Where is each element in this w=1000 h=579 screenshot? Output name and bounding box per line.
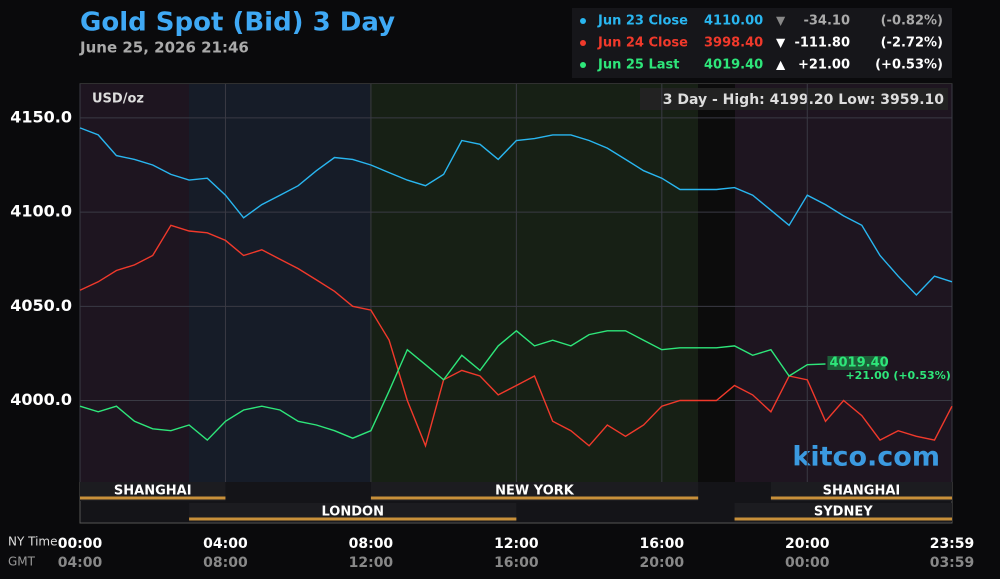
legend-change: -111.80 — [794, 36, 850, 51]
shade-newyork — [370, 84, 698, 482]
shade-london — [189, 84, 370, 482]
y-tick-label: 4150.0 — [10, 107, 72, 126]
range-text: 3 Day - High: 4199.20 Low: 3959.10 — [663, 92, 945, 108]
shade-closed — [698, 84, 735, 482]
last-value-label: 4019.40 — [829, 355, 888, 370]
y-tick-label: 4050.0 — [10, 296, 72, 315]
session-bar — [770, 482, 952, 501]
legend-box — [572, 8, 952, 78]
legend-change-pct: (-2.72%) — [881, 36, 943, 51]
x-tick-label: 12:00 — [494, 536, 539, 552]
unit-label: USD/oz — [92, 92, 144, 107]
series-line — [79, 224, 953, 448]
session-label: LONDON — [321, 505, 383, 520]
legend-last: 3998.40 — [704, 36, 763, 51]
legend-change: -34.10 — [803, 14, 850, 29]
legend-name: Jun 23 Close — [597, 14, 688, 29]
legend-arrow: ▼ — [776, 36, 786, 50]
legend-name: Jun 24 Close — [597, 36, 688, 51]
last-change-label: +21.00 (+0.53%) — [845, 369, 950, 382]
legend-last: 4110.00 — [704, 14, 763, 29]
legend-change-pct: (-0.82%) — [881, 14, 943, 29]
session-bar — [734, 503, 952, 522]
legend-change-pct: (+0.53%) — [875, 58, 943, 73]
shade-asia — [735, 84, 952, 482]
session-bar — [80, 482, 226, 501]
timestamp: June 25, 2026 21:46 — [79, 39, 249, 57]
session-bar — [370, 482, 699, 501]
x-axis-label: NY Time — [8, 535, 58, 549]
watermark: kitco.com — [792, 442, 940, 473]
x-tick-label: 00:00 — [58, 536, 103, 552]
x-tick-label: 16:00 — [640, 536, 685, 552]
legend-arrow: ▼ — [776, 14, 786, 28]
range-box — [640, 88, 948, 110]
x2-tick-label: 16:00 — [494, 555, 539, 571]
x-tick-label: 08:00 — [349, 536, 394, 552]
x2-tick-label: 12:00 — [349, 555, 394, 571]
session-label: SHANGHAI — [114, 484, 192, 499]
legend-change: +21.00 — [798, 58, 850, 73]
series-line — [79, 127, 953, 297]
x2-tick-label: 20:00 — [640, 555, 685, 571]
legend-arrow: ▲ — [776, 58, 786, 72]
last-change-pct: (+0.53%) — [893, 369, 950, 382]
x2-axis-label: GMT — [8, 555, 36, 569]
session-bar — [189, 503, 517, 522]
x2-tick-label: 08:00 — [203, 555, 248, 571]
legend-marker — [580, 18, 586, 24]
legend-last: 4019.40 — [704, 58, 763, 73]
session-label: SHANGHAI — [823, 484, 901, 499]
x-tick-label: 04:00 — [203, 536, 248, 552]
x2-tick-label: 00:00 — [785, 555, 830, 571]
legend-name: Jun 25 Last — [597, 58, 680, 73]
x2-tick-label: 03:59 — [930, 555, 975, 571]
shade-asia — [80, 84, 189, 482]
y-tick-label: 4000.0 — [10, 390, 72, 409]
x2-tick-label: 04:00 — [58, 555, 103, 571]
legend-marker — [580, 40, 586, 46]
x-tick-label: 23:59 — [930, 536, 975, 552]
y-tick-label: 4100.0 — [10, 202, 72, 221]
legend-marker — [580, 62, 586, 68]
x-tick-label: 20:00 — [785, 536, 830, 552]
series-line — [79, 329, 826, 442]
last-value-box — [827, 355, 886, 370]
last-change: +21.00 — [845, 369, 889, 382]
session-label: SYDNEY — [814, 505, 873, 520]
session-label: NEW YORK — [495, 484, 575, 499]
chart-title: Gold Spot (Bid) 3 Day — [80, 8, 395, 38]
